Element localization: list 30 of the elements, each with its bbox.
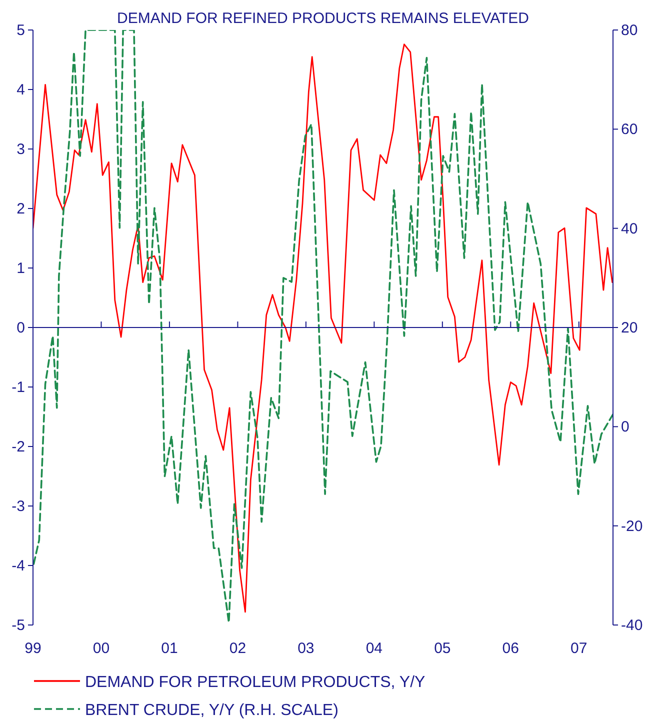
legend-label: DEMAND FOR PETROLEUM PRODUCTS, Y/Y — [85, 674, 426, 691]
y-tick-label: 4 — [16, 82, 25, 98]
y-tick-label: -2 — [12, 438, 25, 456]
x-tick-label: 01 — [161, 640, 178, 657]
x-tick-label: 03 — [298, 640, 314, 657]
y2-tick-label: 20 — [621, 320, 638, 336]
x-tick-label: 05 — [434, 640, 451, 657]
y-tick-label: 0 — [16, 320, 25, 336]
y-tick-label: 3 — [16, 141, 25, 158]
x-tick-label: 99 — [24, 640, 42, 657]
y-tick-label: -3 — [12, 498, 25, 515]
y2-tick-label: -40 — [621, 617, 643, 634]
legend-label: BRENT CRUDE, Y/Y (R.H. SCALE) — [85, 702, 338, 719]
y-tick-label: -4 — [12, 558, 25, 574]
x-tick-label: 06 — [502, 640, 519, 657]
x-tick-label: 07 — [570, 640, 588, 657]
y-tick-label: 2 — [16, 200, 25, 218]
y2-tick-label: -20 — [621, 518, 643, 535]
y-tick-label: 5 — [16, 22, 25, 39]
y2-tick-label: 60 — [621, 121, 638, 138]
chart-title: DEMAND FOR REFINED PRODUCTS REMAINS ELEVATED — [117, 10, 530, 27]
y-tick-label: -5 — [12, 617, 25, 634]
x-tick-label: 00 — [92, 640, 110, 657]
x-tick-label: 02 — [229, 640, 246, 657]
x-tick-label: 04 — [366, 640, 383, 657]
y2-tick-label: 0 — [621, 418, 630, 436]
y2-tick-label: 40 — [621, 220, 638, 238]
y-tick-label: 1 — [16, 260, 25, 277]
y2-tick-label: 80 — [621, 22, 638, 39]
y-tick-label: -1 — [12, 379, 25, 396]
